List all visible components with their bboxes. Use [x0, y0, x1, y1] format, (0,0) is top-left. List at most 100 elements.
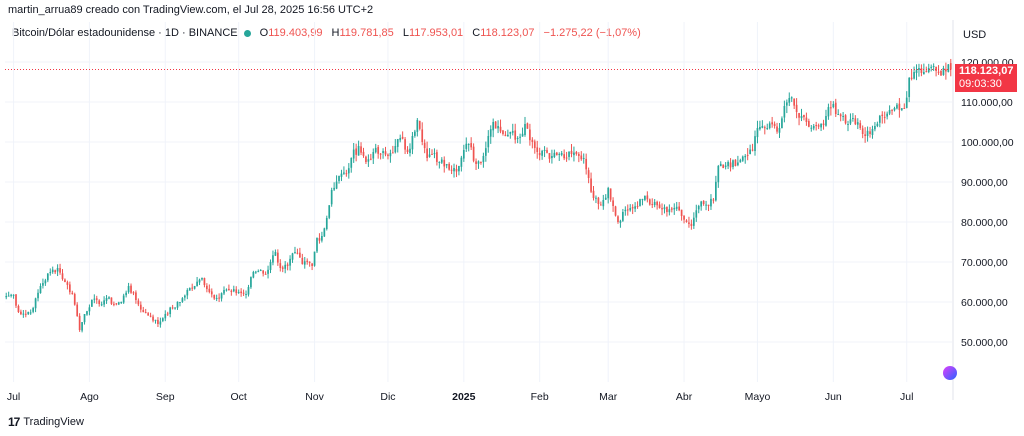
candle-body [793, 98, 796, 106]
candle-body [519, 136, 521, 138]
candle-body [624, 209, 627, 212]
candle-body [335, 181, 338, 189]
candle-body [949, 63, 952, 70]
candle [558, 152, 561, 161]
candle-body [807, 121, 810, 127]
candle [166, 311, 169, 316]
candle [732, 159, 734, 170]
candle [117, 301, 120, 306]
candle [756, 120, 759, 144]
candle-body [776, 126, 778, 132]
candle [817, 123, 820, 130]
currency-label[interactable]: USD [963, 29, 987, 41]
candle [783, 100, 786, 123]
candle-body [98, 300, 101, 304]
candle [333, 182, 335, 192]
candle [455, 164, 458, 178]
candle-body [573, 152, 575, 156]
candle-body [284, 264, 287, 269]
tradingview-badge-icon[interactable] [943, 366, 957, 380]
candle [176, 301, 179, 310]
candle-body [580, 155, 583, 160]
candle-body [462, 150, 465, 159]
candle [763, 125, 766, 135]
candle [790, 96, 793, 102]
candle [680, 209, 683, 221]
candle [673, 203, 676, 215]
candle [839, 113, 842, 122]
candle-body [467, 144, 470, 145]
candle [458, 165, 460, 176]
candle [915, 64, 918, 81]
candle [206, 283, 208, 293]
candle-body [321, 236, 323, 241]
candle [365, 155, 367, 165]
x-tick-label: Ago [80, 391, 99, 403]
candle [737, 155, 739, 167]
candle [49, 268, 52, 276]
candle-body [73, 294, 76, 305]
candle-body [357, 146, 360, 156]
candle-body [746, 154, 749, 156]
candle-body [680, 209, 683, 216]
candle [692, 212, 695, 229]
candle-body [71, 292, 74, 294]
candle [514, 123, 517, 144]
candle [619, 219, 622, 228]
candle-body [108, 297, 110, 299]
candle [685, 219, 688, 223]
candle-body [538, 152, 541, 156]
candle [34, 297, 37, 313]
candle [688, 216, 690, 228]
candle-body [269, 262, 272, 270]
symbol-title[interactable]: Bitcoin/Dólar estadounidense · 1D · BINA… [12, 27, 238, 39]
candle [431, 149, 433, 155]
candle-body [771, 122, 773, 125]
candle-body [289, 258, 291, 266]
y-tick-label: 110.000,00 [961, 97, 1013, 109]
candle-body [426, 148, 428, 158]
open-value: 119.403,99 [268, 27, 323, 39]
candle-body [24, 313, 27, 315]
candle [900, 108, 903, 112]
candle-body [563, 154, 566, 159]
candle-body [416, 120, 419, 132]
candle-body [78, 315, 81, 330]
candle-body [548, 153, 551, 159]
candle [340, 169, 343, 182]
candle-body [391, 152, 394, 154]
candle-body [656, 201, 658, 206]
candle [357, 140, 360, 156]
candle-body [692, 217, 695, 226]
candle-body [849, 119, 852, 124]
candle-body [582, 158, 585, 159]
candle [235, 286, 238, 296]
candle-body [59, 268, 61, 273]
candle [910, 69, 913, 81]
candle [12, 294, 15, 299]
candle [893, 106, 896, 112]
candle-body [201, 278, 203, 280]
candle-body [869, 131, 871, 134]
candle [702, 200, 705, 206]
candle-body [707, 204, 710, 206]
close-label: C [472, 27, 481, 39]
candle-body [308, 261, 311, 264]
candle [617, 215, 619, 224]
candle [377, 145, 380, 159]
candle-body [560, 153, 563, 155]
candle-body [825, 116, 827, 126]
candle [338, 175, 340, 184]
candle-body [741, 156, 744, 161]
candle-body [157, 319, 159, 324]
candle [781, 116, 783, 129]
tradingview-logo[interactable]: 17 TradingView [8, 415, 84, 429]
candle-body [595, 197, 597, 199]
candle [10, 293, 12, 298]
candle-body [810, 127, 813, 129]
candle [262, 270, 265, 277]
candle-body [470, 143, 473, 148]
candle [330, 187, 333, 207]
candle-body [812, 126, 815, 129]
